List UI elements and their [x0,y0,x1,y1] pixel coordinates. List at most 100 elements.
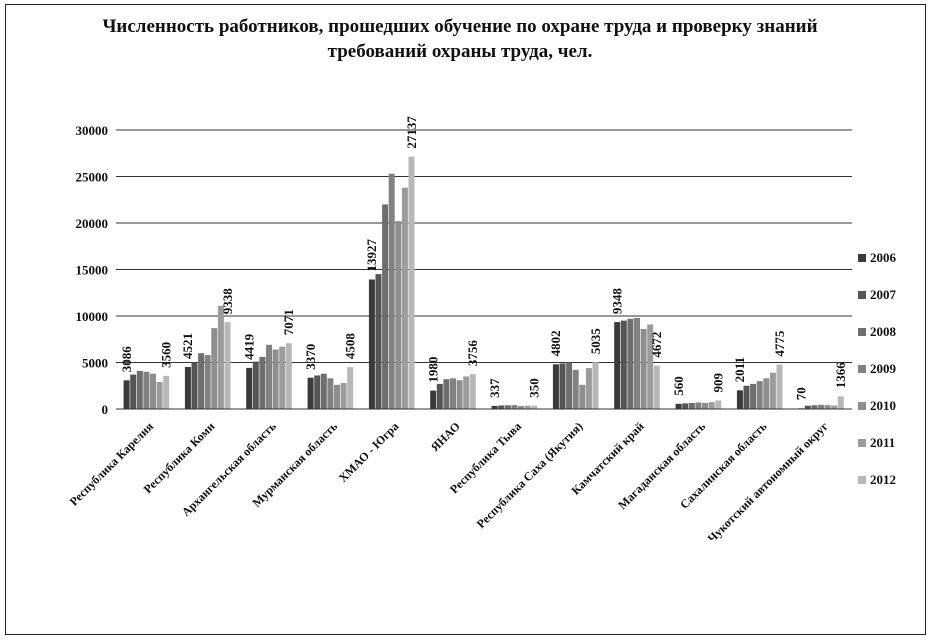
y-tick-label: 30000 [76,123,109,138]
bar-2009-8 [634,317,640,409]
bar-2010-3 [334,384,340,409]
bar-2012-2 [285,343,292,409]
y-tick-label: 5000 [82,356,108,371]
bar-2011-10 [769,372,776,409]
legend-swatch-2009 [858,365,866,373]
bar-2009-6 [511,405,518,409]
bar-2008-3 [320,373,327,409]
bar-2011-2 [279,346,286,409]
bar-2007-10 [743,385,750,410]
data-label: 27137 [404,116,419,149]
bar-2006-6 [491,405,498,409]
chart-title: Численность работников, прошедших обучен… [102,16,818,62]
legend-swatch-2010 [858,402,866,410]
bar-2011-3 [340,383,347,409]
bar-2010-2 [272,349,279,409]
legend-label: 2009 [870,361,897,376]
bar-2007-8 [620,320,627,409]
data-label: 350 [527,378,542,398]
data-label: 70 [794,387,809,400]
bar-2010-8 [640,329,647,409]
legend-swatch-2006 [858,254,866,262]
bar-2011-5 [463,376,470,409]
bar-2007-7 [559,363,566,409]
data-label: 5035 [588,328,603,355]
bar-2006-9 [675,403,682,409]
legend-swatch-2007 [858,291,866,299]
bar-2012-6 [531,405,538,409]
data-label: 4419 [242,333,257,360]
x-tick-label: Республика Саха (Якутия) [474,419,586,531]
y-tick-label: 0 [102,402,109,417]
bar-2011-11 [831,405,838,409]
bar-2008-11 [811,405,818,409]
data-label: 4521 [180,333,195,359]
x-tick-label: Республика Карелия [67,419,157,509]
bar-2010-0 [150,373,156,409]
bar-2006-1 [184,367,191,409]
bar-2009-7 [572,369,579,409]
bar-2012-10 [776,364,783,409]
bar-2006-10 [736,390,743,409]
chart-frame [5,4,926,635]
bar-2011-6 [524,405,531,409]
bar-2006-7 [552,364,559,409]
bar-2011-1 [217,305,224,409]
bar-2006-2 [246,367,253,409]
bar-2012-5 [469,374,476,409]
bar-2007-4 [375,274,382,409]
bar-2007-1 [191,362,198,409]
bar-2010-4 [395,221,402,409]
data-label: 9348 [610,288,625,315]
bar-2010-9 [702,403,708,409]
bar-2011-8 [647,324,654,409]
bar-2009-0 [143,371,150,409]
legend-label: 2006 [870,250,897,265]
legend-label: 2008 [870,324,897,339]
data-label: 560 [671,376,686,396]
data-label: 3370 [303,344,318,370]
bar-2012-0 [163,375,170,409]
bar-2009-4 [388,173,395,409]
bar-2010-7 [579,384,586,409]
bar-2008-8 [627,318,634,409]
bar-2006-0 [123,380,130,409]
data-label: 3560 [159,342,174,368]
bar-2012-8 [653,365,660,409]
bar-2010-6 [518,405,524,409]
legend-label: 2011 [870,435,895,450]
legend-label: 2007 [870,287,897,302]
bar-2011-0 [156,382,163,409]
bar-2008-0 [136,370,143,409]
data-label: 3756 [465,340,480,367]
y-tick-label: 15000 [76,263,109,278]
bar-2008-6 [504,405,511,409]
bar-2010-11 [824,405,831,409]
data-label: 9338 [220,288,235,315]
data-label: 337 [487,378,502,398]
data-label: 4802 [548,330,563,356]
bar-2007-9 [682,403,689,409]
data-label: 1980 [426,357,441,383]
bar-2012-4 [408,156,415,409]
data-label: 4672 [649,332,664,358]
x-tick-label: ЯНАО [428,419,463,454]
data-label: 3086 [119,346,134,373]
legend-label: 2012 [870,472,896,487]
bar-2012-11 [837,396,844,409]
bar-2009-9 [695,402,702,409]
bar-2012-1 [224,322,231,409]
bar-2006-4 [368,279,375,409]
legend-swatch-2011 [858,439,866,447]
bar-2008-1 [198,353,205,409]
bar-2007-0 [130,374,137,409]
data-label: 7071 [281,309,296,335]
legend-label: 2010 [870,398,896,413]
y-tick-label: 10000 [76,309,109,324]
bar-2012-9 [715,400,722,409]
data-label: 4775 [772,330,787,357]
bar-2010-1 [211,328,218,409]
bar-2008-4 [382,204,389,409]
bar-2008-10 [750,383,757,409]
